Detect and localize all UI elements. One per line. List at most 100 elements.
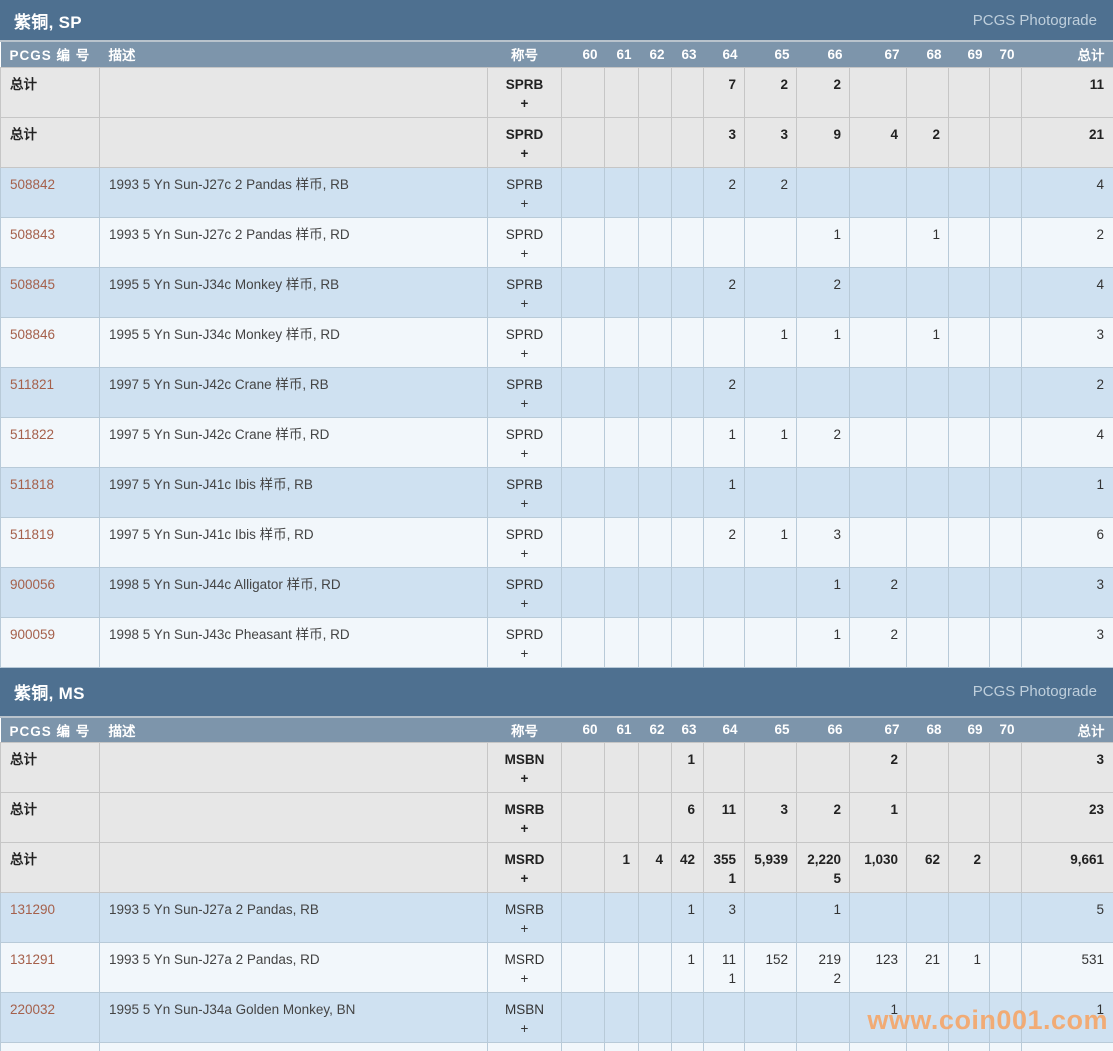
totals-row: 总计 SPRD +3 3 9 4 2 21	[0, 116, 1113, 168]
grade-64-cell: 2	[703, 516, 745, 568]
description-cell: 1993 5 Yn Sun-J27c 2 Pandas 样币, RD	[99, 216, 488, 268]
grade-63-cell: 42	[671, 842, 704, 893]
grade-65-cell	[744, 992, 797, 1043]
designation-label: SPRB	[505, 76, 544, 92]
grade-64-cell: 355 1	[703, 842, 745, 893]
grade-70-cell	[989, 366, 1022, 418]
column-header-total: 总计	[1021, 717, 1113, 743]
grade-64-cell: 1	[703, 466, 745, 518]
column-header-grade-69: 69	[948, 717, 990, 743]
pcgs-number-link[interactable]: 508845	[10, 276, 56, 292]
grade-69-cell	[948, 116, 990, 168]
grade-60-cell	[561, 792, 605, 843]
designation-cell: MSBN +	[487, 992, 562, 1043]
designation-label: SPRB	[506, 476, 543, 492]
grade-60-cell	[561, 892, 605, 943]
column-header-total: 总计	[1021, 42, 1113, 67]
pcgs-number-link[interactable]: 508843	[10, 226, 56, 242]
grade-69-cell	[948, 616, 990, 668]
designation-label: SPRB	[506, 276, 543, 292]
designation-cell: SPRD +	[487, 316, 562, 368]
photograde-link[interactable]: PCGS Photograde	[972, 11, 1097, 29]
pcgs-number-link[interactable]: 511818	[10, 476, 55, 492]
column-header-grade-70: 70	[989, 42, 1022, 67]
pcgs-number-link[interactable]: 900059	[10, 626, 56, 642]
designation-cell: SPRD +	[487, 116, 562, 168]
designation-cell: SPRB +	[487, 266, 562, 318]
plus-designation-label: +	[520, 595, 529, 611]
grade-62-cell	[638, 116, 672, 168]
pcgs-number-link[interactable]: 511819	[10, 526, 55, 542]
grade-68-cell	[906, 166, 949, 218]
grade-63-cell	[671, 316, 704, 368]
totals-row: 总计 MSRD +1 4 42 355 1 5,939 2,220 5 1,030 62 2 9,66…	[0, 842, 1113, 893]
pcgs-number-link[interactable]: 508842	[10, 176, 56, 192]
description-cell: 1995 5 Yn Sun-J34a Golden Monkey, RB	[99, 1042, 488, 1051]
grade-68-cell	[906, 466, 949, 518]
description-cell: 1997 5 Yn Sun-J41c Ibis 样币, RB	[99, 466, 488, 518]
pcgs-number-link[interactable]: 900056	[10, 576, 56, 592]
column-header-grade-60: 60	[561, 42, 605, 67]
grade-62-cell	[638, 992, 672, 1043]
pcgs-number-link[interactable]: 220032	[10, 1002, 56, 1017]
designation-cell: SPRB +	[487, 466, 562, 518]
table-row: 511822 1997 5 Yn Sun-J42c Crane 样币, RD SPR…	[0, 416, 1113, 468]
description-cell: 1997 5 Yn Sun-J42c Crane 样币, RB	[99, 366, 488, 418]
grade-69-cell	[948, 416, 990, 468]
grade-67-cell: 1	[849, 1042, 907, 1051]
grade-61-cell	[604, 316, 639, 368]
grade-62-cell	[638, 516, 672, 568]
column-header-grade-60: 60	[561, 717, 605, 743]
totals-row: 总计 MSBN +1 2 3	[0, 742, 1113, 793]
column-header-description: 描述	[99, 42, 488, 67]
pcgs-number-link[interactable]: 131290	[10, 902, 56, 917]
pcgs-number-link[interactable]: 511821	[10, 376, 55, 392]
grade-66-cell	[796, 466, 850, 518]
designation-cell: SPRB +	[487, 66, 562, 118]
pcgs-number-link[interactable]: 508846	[10, 326, 56, 342]
grade-63-cell	[671, 166, 704, 218]
grade-63-cell: 1	[671, 892, 704, 943]
totals-label: 总计	[0, 66, 100, 118]
description-cell: 1995 5 Yn Sun-J34c Monkey 样币, RD	[99, 316, 488, 368]
grade-65-cell: 1	[744, 316, 797, 368]
grade-61-cell	[604, 742, 639, 793]
section-ms: 紫铜, MS PCGS Photograde PCGS 编 号描述 称号 60 61 62 6…	[0, 667, 1113, 1051]
row-total-cell: 4	[1021, 416, 1113, 468]
grade-63-cell	[671, 366, 704, 418]
grade-68-cell: 21	[906, 942, 949, 993]
grade-67-cell	[849, 66, 907, 118]
grade-60-cell	[561, 566, 605, 618]
pcgs-number-link[interactable]: 131291	[10, 952, 56, 967]
grade-66-cell: 2	[796, 416, 850, 468]
plus-designation-label: +	[520, 395, 529, 411]
section-title-text: 紫铜, SP	[14, 12, 82, 32]
plus-designation-label: +	[520, 145, 529, 161]
grade-61-cell	[604, 166, 639, 218]
table-row: 900056 1998 5 Yn Sun-J44c Alligator 样币, R…	[0, 566, 1113, 618]
designation-cell: SPRD +	[487, 516, 562, 568]
totals-row: 总计 MSRB +6 11 3 2 1 23	[0, 792, 1113, 843]
grade-64-cell: 11 1	[703, 942, 745, 993]
column-header-row: PCGS 编 号描述 称号 60 61 62 63 64 65 66 67 68 69 70 总计	[0, 42, 1113, 67]
designation-cell: SPRD +	[487, 616, 562, 668]
grade-61-cell	[604, 116, 639, 168]
description-cell: 1993 5 Yn Sun-J27c 2 Pandas 样币, RB	[99, 166, 488, 218]
designation-label: MSBN	[504, 752, 545, 767]
column-header-grade-69: 69	[948, 42, 990, 67]
column-header-grade-67: 67	[849, 717, 907, 743]
grade-70-cell	[989, 892, 1022, 943]
row-total-cell: 3	[1021, 742, 1113, 793]
totals-label: 总计	[0, 116, 100, 168]
grade-69-cell	[948, 316, 990, 368]
column-header-grade-66: 66	[796, 717, 850, 743]
table-row: 131291 1993 5 Yn Sun-J27a 2 Pandas, RD MSR…	[0, 942, 1113, 993]
grade-69-cell	[948, 892, 990, 943]
grade-60-cell	[561, 1042, 605, 1051]
photograde-link[interactable]: PCGS Photograde	[972, 683, 1097, 700]
grade-66-cell: 2	[796, 266, 850, 318]
pcgs-number-link[interactable]: 511822	[10, 426, 55, 442]
grade-69-cell	[948, 516, 990, 568]
grade-67-cell: 4	[849, 116, 907, 168]
